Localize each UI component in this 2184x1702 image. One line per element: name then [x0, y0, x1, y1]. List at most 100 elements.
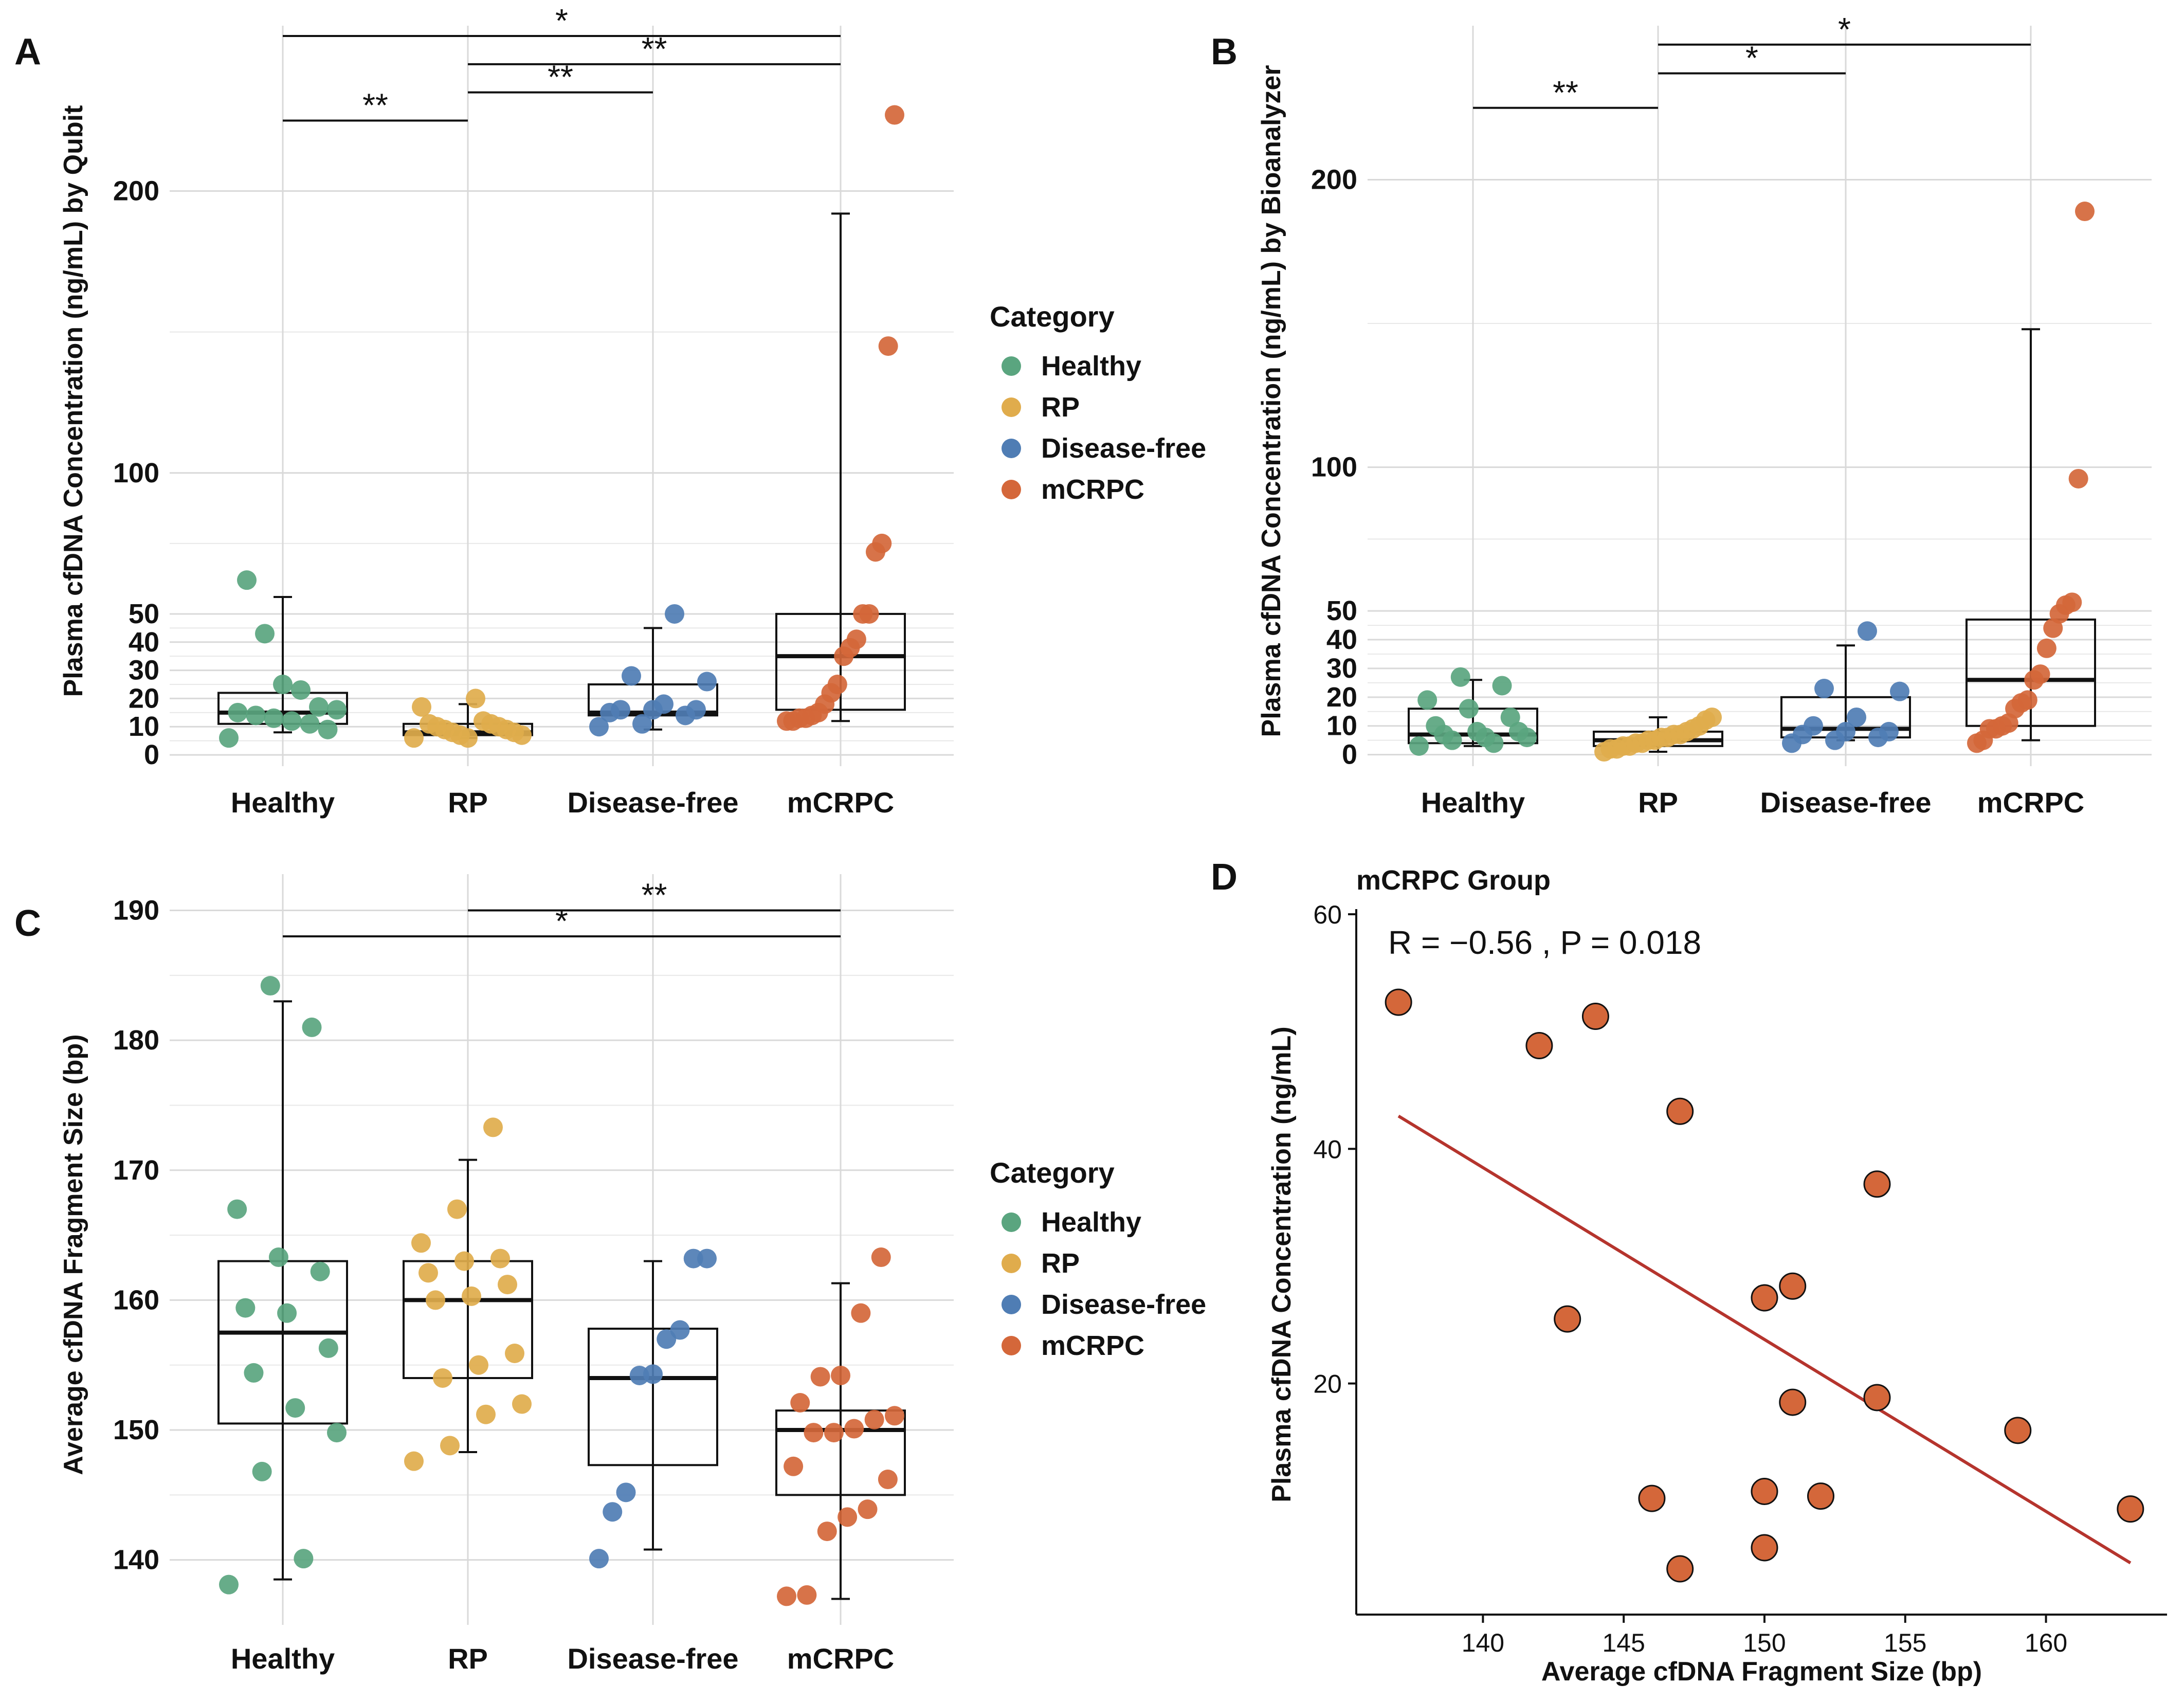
data-point: [285, 1398, 305, 1418]
data-point: [294, 1549, 314, 1569]
x-tick-label-mcrpc: mCRPC: [787, 1642, 894, 1675]
legend-label-healthy: Healthy: [1041, 1207, 1141, 1238]
data-point: [1879, 721, 1899, 741]
boxplot-rp: [403, 1158, 533, 1453]
data-point: [797, 1585, 817, 1605]
data-point: [291, 680, 311, 700]
data-point: [1847, 707, 1866, 727]
data-point: [404, 1451, 424, 1471]
data-point: [790, 1393, 810, 1413]
data-point: [804, 1423, 824, 1443]
box-iqr: [775, 1409, 906, 1496]
significance-bracket: *: [283, 2, 841, 39]
points-disease-free: [589, 1248, 717, 1569]
x-tick-label: 150: [1743, 1628, 1786, 1657]
data-point: [255, 624, 275, 644]
data-point: [244, 1363, 264, 1383]
panel-b-grid: [1368, 26, 2152, 766]
box-iqr: [588, 1328, 718, 1466]
data-point: [228, 702, 248, 722]
boxplot-mcrpc: [775, 1282, 906, 1600]
data-point: [831, 1365, 850, 1385]
legend-swatch-healthy: [1002, 356, 1021, 376]
data-point: [1779, 1388, 1807, 1416]
legend-label-disease-free: Disease-free: [1041, 433, 1206, 464]
data-point: [505, 1344, 524, 1363]
data-point: [1666, 1097, 1694, 1125]
data-point: [2068, 468, 2088, 488]
data-point: [670, 1320, 690, 1340]
legend-swatch-mcrpc: [1002, 1336, 1021, 1355]
legend-swatch-rp: [1002, 1254, 1021, 1273]
data-point: [1814, 679, 1834, 699]
data-point: [433, 1368, 452, 1388]
significance-label: *: [1838, 11, 1851, 48]
y-tick-label: 160: [113, 1284, 159, 1315]
data-point: [2030, 664, 2050, 684]
data-point: [300, 714, 320, 734]
data-point: [864, 1409, 884, 1429]
data-point: [474, 711, 493, 731]
panel-letter-d: D: [1211, 857, 1237, 898]
significance-bracket: *: [1658, 11, 2031, 48]
data-point: [512, 1394, 532, 1414]
data-point: [302, 1017, 322, 1037]
y-tick-label: 40: [1326, 624, 1357, 655]
data-point: [1751, 1477, 1778, 1505]
data-point: [858, 1499, 878, 1519]
data-point: [686, 700, 706, 720]
significance-bracket: **: [1473, 74, 1658, 111]
y-tick-label: 40: [1313, 1135, 1342, 1164]
x-tick-label-healthy: Healthy: [231, 786, 335, 819]
data-point: [777, 1586, 796, 1606]
data-point: [1751, 1534, 1778, 1562]
y-tick-label: 0: [1342, 739, 1357, 770]
y-tick-label: 100: [113, 458, 159, 488]
data-point: [420, 714, 439, 734]
data-point: [273, 675, 293, 695]
data-point: [237, 570, 257, 590]
data-point: [498, 1275, 517, 1295]
points-healthy: [1409, 667, 1537, 756]
data-point: [885, 105, 904, 125]
legend-label-mcrpc: mCRPC: [1041, 474, 1144, 505]
boxplot-mcrpc: [1965, 328, 2096, 741]
data-point: [2075, 202, 2095, 222]
panel-letters: A B C D: [14, 31, 1237, 944]
data-point: [589, 717, 609, 737]
data-point: [466, 689, 485, 709]
x-tick-label-healthy: Healthy: [1421, 786, 1525, 819]
y-axis-label: Plasma cfDNA Concentration (ng/mL) by Qu…: [59, 105, 88, 697]
data-point: [1581, 1002, 1609, 1030]
data-point: [235, 1298, 256, 1318]
data-point: [1525, 1032, 1553, 1060]
data-point: [1858, 621, 1877, 641]
trend-line: [1397, 1114, 2132, 1565]
y-tick-label: 60: [1313, 900, 1342, 929]
legend-label-mcrpc: mCRPC: [1041, 1330, 1144, 1361]
data-point: [1409, 736, 1429, 756]
significance-label: **: [362, 86, 388, 123]
points-disease-free: [1782, 621, 1909, 753]
panel-d-plot: 140 145 150 155 160 20 40 60 Average cfDNA Fragm…: [1267, 865, 2167, 1687]
data-point: [252, 1461, 272, 1481]
data-point: [1836, 721, 1855, 741]
legend-swatch-disease-free: [1002, 439, 1021, 458]
data-point: [219, 1574, 239, 1595]
data-point: [2117, 1495, 2144, 1523]
data-point: [2036, 638, 2056, 658]
data-point: [844, 1419, 864, 1439]
chart-title: mCRPC Group: [1356, 865, 1551, 896]
data-point: [476, 1404, 496, 1424]
significance-bracket: **: [283, 86, 468, 123]
x-tick-label: 140: [1462, 1628, 1504, 1657]
data-point: [2004, 1417, 2032, 1444]
panel-letter-a: A: [14, 31, 41, 73]
legend-top: Category Healthy RP Disease-free mCRPC: [990, 300, 1206, 505]
data-point: [411, 1233, 431, 1253]
data-point: [859, 604, 879, 624]
points-rp: [404, 689, 532, 748]
data-point: [404, 728, 424, 748]
data-point: [616, 1482, 636, 1502]
